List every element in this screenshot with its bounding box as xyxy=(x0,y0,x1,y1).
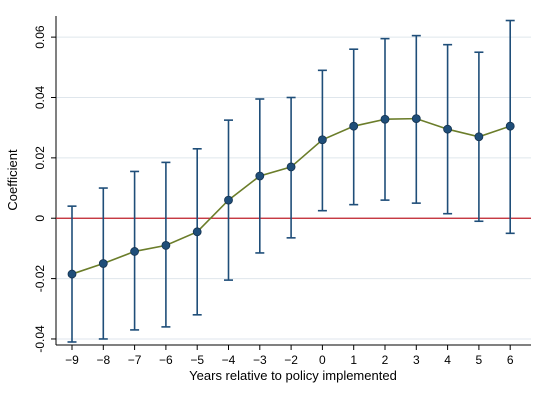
data-point-6 xyxy=(255,171,265,181)
error-bars xyxy=(67,19,515,343)
x-tick-label-11: 3 xyxy=(413,353,420,367)
data-point-10 xyxy=(380,114,390,124)
axes: -0.04 -0.02 0 0.02 0.04 0.06 −9 −8 −7 −6 −5 −4 −3 −2 0… xyxy=(33,16,531,367)
data-point-2 xyxy=(130,247,140,256)
x-tick-label-7: −2 xyxy=(284,353,298,367)
x-tick-label-3: −6 xyxy=(159,353,173,367)
data-point-13 xyxy=(474,132,484,142)
y-tick-label-3: 0.02 xyxy=(33,146,47,170)
y-axis-label: Coefficient xyxy=(5,149,20,211)
x-tick-label-0: −9 xyxy=(65,353,79,367)
x-tick-label-9: 1 xyxy=(350,353,357,367)
y-tick-label-0: -0.04 xyxy=(33,325,47,353)
y-tick-label-4: 0.04 xyxy=(33,85,47,109)
x-tick-label-10: 2 xyxy=(382,353,389,367)
x-tick-label-1: −8 xyxy=(96,353,110,367)
data-point-12 xyxy=(443,124,453,134)
data-point-11 xyxy=(411,114,421,124)
data-point-3 xyxy=(161,240,171,250)
data-point-0 xyxy=(67,269,77,279)
x-tick-label-6: −3 xyxy=(253,353,267,367)
x-tick-label-4: −5 xyxy=(190,353,204,367)
y-tick-label-5: 0.06 xyxy=(33,25,47,49)
x-tick-label-8: 0 xyxy=(319,353,326,367)
data-points xyxy=(67,114,515,279)
data-point-4 xyxy=(192,227,202,237)
x-tick-label-13: 5 xyxy=(476,353,483,367)
data-point-1 xyxy=(98,259,108,268)
x-axis-label: Years relative to policy implemented xyxy=(189,368,397,383)
y-tick-label-2: 0 xyxy=(33,215,47,222)
x-tick-label-14: 6 xyxy=(507,353,514,367)
x-tick-label-2: −7 xyxy=(128,353,142,367)
data-point-14 xyxy=(505,121,515,131)
data-point-5 xyxy=(224,195,233,205)
data-point-7 xyxy=(286,162,296,172)
x-tick-label-5: −4 xyxy=(222,353,236,367)
x-tick-label-12: 4 xyxy=(444,353,451,367)
y-tick-label-1: -0.02 xyxy=(33,265,47,293)
data-point-8 xyxy=(317,135,327,145)
data-point-9 xyxy=(349,121,359,131)
